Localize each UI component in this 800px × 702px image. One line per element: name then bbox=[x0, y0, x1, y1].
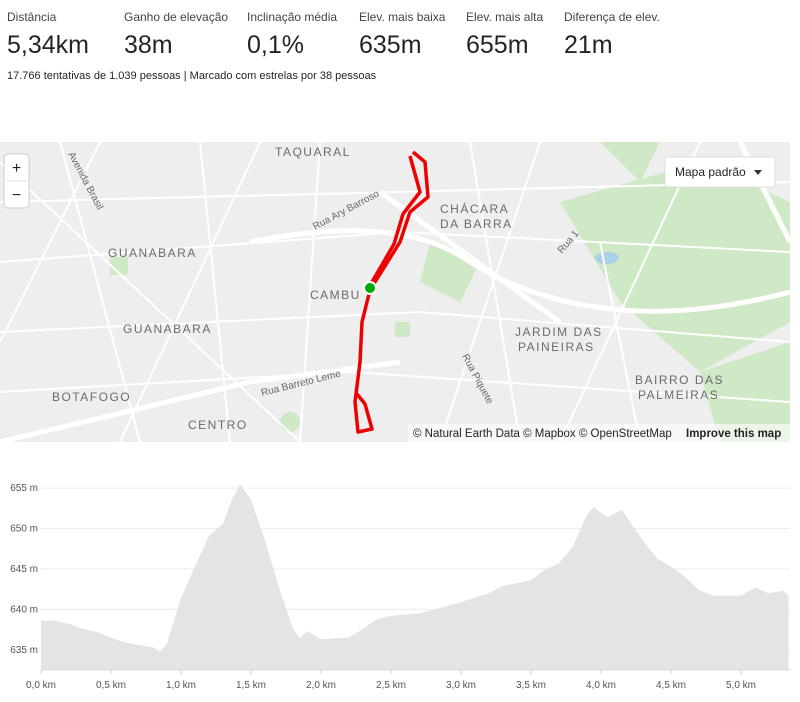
map-label: CHÁCARA bbox=[440, 201, 509, 216]
zoom-out[interactable]: − bbox=[12, 187, 21, 204]
stat-label: Distância bbox=[7, 10, 57, 24]
stat-label: Inclinação média bbox=[247, 10, 337, 24]
elevation-area bbox=[41, 484, 789, 670]
style-button-box[interactable] bbox=[664, 156, 776, 188]
stat-value: 21m bbox=[564, 31, 613, 59]
map-label: CAMBU bbox=[310, 288, 361, 302]
map-label: PALMEIRAS bbox=[638, 388, 719, 402]
stat-value: 0,1% bbox=[247, 31, 304, 59]
lake bbox=[595, 252, 619, 264]
parks bbox=[110, 142, 790, 442]
improve-link[interactable]: Improve this map bbox=[686, 428, 781, 440]
map-label: TAQUARAL bbox=[275, 145, 351, 159]
stats: Distância 5,34km Ganho de elevação 38m I… bbox=[7, 10, 660, 82]
stat-value: 655m bbox=[466, 31, 529, 59]
x-tick-label: 2,0 km bbox=[306, 680, 336, 691]
map-view: TAQUARAL Avenida Brasil Rua Ary Barroso … bbox=[0, 142, 790, 442]
map-label: BOTAFOGO bbox=[52, 390, 131, 404]
map-label: JARDIM DAS bbox=[515, 325, 603, 339]
x-tick-label: 4,0 km bbox=[586, 680, 616, 691]
x-tick-label: 0,0 km bbox=[26, 680, 56, 691]
stat-value: 635m bbox=[359, 31, 422, 59]
style-button[interactable]: Mapa padrão bbox=[664, 156, 776, 188]
attribution-bg bbox=[408, 424, 790, 442]
y-tick-label: 655 m bbox=[10, 483, 38, 494]
map-label: BAIRRO DAS bbox=[635, 373, 724, 387]
zoom-in[interactable]: + bbox=[12, 160, 21, 177]
route bbox=[353, 150, 430, 434]
map-label: PAINEIRAS bbox=[518, 340, 595, 354]
x-tick-label: 3,0 km bbox=[446, 680, 476, 691]
stat-label: Elev. mais baixa bbox=[359, 10, 446, 24]
map-label: DA BARRA bbox=[440, 217, 513, 231]
dropdown-arrow bbox=[754, 170, 762, 175]
y-tick-label: 650 m bbox=[10, 524, 38, 535]
summary: 17.766 tentativas de 1.039 pessoas | Mar… bbox=[7, 70, 377, 82]
stat-value: 5,34km bbox=[7, 31, 89, 59]
x-tick-label: 4,5 km bbox=[656, 680, 686, 691]
x-tick-label: 0,5 km bbox=[96, 680, 126, 691]
y-tick-label: 645 m bbox=[10, 564, 38, 575]
x-tick-label: 1,5 km bbox=[236, 680, 266, 691]
stat-label: Diferença de elev. bbox=[564, 10, 660, 24]
x-tick-label: 5,0 km bbox=[726, 680, 756, 691]
map-label: GUANABARA bbox=[123, 322, 212, 336]
stat-label: Ganho de elevação bbox=[124, 10, 228, 24]
x-tick-label: 2,5 km bbox=[376, 680, 406, 691]
start-marker bbox=[363, 281, 377, 295]
style-button-label[interactable]: Mapa padrão bbox=[675, 165, 746, 179]
elevation-chart: 635 m 640 m 645 m 650 m 655 m 0,0 km 0,5 km 1,0… bbox=[10, 483, 790, 691]
stat-value: 38m bbox=[124, 31, 173, 59]
roads bbox=[0, 142, 790, 442]
zoom-control: + − bbox=[3, 153, 30, 209]
stat-label: Elev. mais alta bbox=[466, 10, 543, 24]
x-tick-label: 3,5 km bbox=[516, 680, 546, 691]
y-tick-label: 640 m bbox=[10, 604, 38, 615]
map: TAQUARAL Avenida Brasil Rua Ary Barroso … bbox=[0, 142, 790, 442]
x-tick-label: 1,0 km bbox=[166, 680, 196, 691]
attribution: © Natural Earth Data © Mapbox © OpenStre… bbox=[413, 428, 672, 440]
y-tick-label: 635 m bbox=[10, 645, 38, 656]
map-label: GUANABARA bbox=[108, 246, 197, 260]
map-label: CENTRO bbox=[188, 418, 248, 432]
